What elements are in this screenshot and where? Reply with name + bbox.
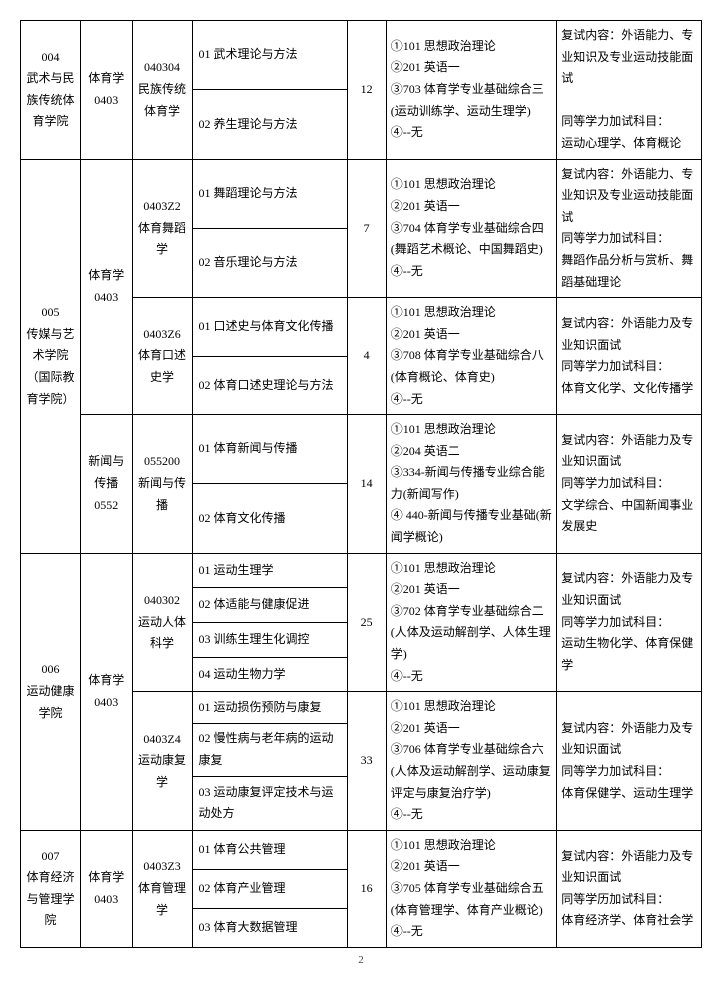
exam-cell: ①101 思想政治理论②201 英语一③705 体育学专业基础综合五(体育管理学… <box>386 830 557 947</box>
college-cell: 004武术与民族传统体育学院 <box>21 21 81 160</box>
category-cell: 体育学0403 <box>80 21 132 160</box>
major-cell: 055200新闻与传播 <box>132 415 192 554</box>
table-row: 005传媒与艺术学院（国际教育学院）体育学04030403Z2体育舞蹈学01 舞… <box>21 159 702 228</box>
direction-cell: 01 体育新闻与传播 <box>192 415 347 484</box>
exam-cell: ①101 思想政治理论②204 英语二③334-新闻与传播专业综合能力(新闻写作… <box>386 415 557 554</box>
notes-cell: 复试内容：外语能力及专业知识面试同等学力加试科目：体育保健学、运动生理学 <box>557 692 702 831</box>
table-row: 007体育经济与管理学院体育学04030403Z3体育管理学01 体育公共管理1… <box>21 830 702 869</box>
direction-cell: 01 体育公共管理 <box>192 830 347 869</box>
category-cell: 体育学0403 <box>80 830 132 947</box>
direction-cell: 02 体育口述史理论与方法 <box>192 356 347 414</box>
notes-cell: 复试内容：外语能力及专业知识面试同等学历加试科目：体育经济学、体育社会学 <box>557 830 702 947</box>
direction-cell: 02 体适能与健康促进 <box>192 588 347 623</box>
table-row: 006运动健康学院体育学0403040302运动人体科学01 运动生理学25①1… <box>21 553 702 588</box>
exam-cell: ①101 思想政治理论②201 英语一③706 体育学专业基础综合六(人体及运动… <box>386 692 557 831</box>
exam-cell: ①101 思想政治理论②201 英语一③703 体育学专业基础综合三(运动训练学… <box>386 21 557 160</box>
direction-cell: 01 舞蹈理论与方法 <box>192 159 347 228</box>
college-cell: 006运动健康学院 <box>21 553 81 830</box>
quota-cell: 14 <box>347 415 386 554</box>
category-cell: 体育学0403 <box>80 159 132 415</box>
direction-cell: 03 体育大数据管理 <box>192 908 347 947</box>
exam-cell: ①101 思想政治理论②201 英语一③704 体育学专业基础综合四(舞蹈艺术概… <box>386 159 557 298</box>
direction-cell: 02 养生理论与方法 <box>192 90 347 159</box>
quota-cell: 7 <box>347 159 386 298</box>
category-cell: 新闻与传播0552 <box>80 415 132 554</box>
direction-cell: 02 慢性病与老年病的运动康复 <box>192 723 347 777</box>
notes-cell: 复试内容：外语能力及专业知识面试同等学力加试科目：体育文化学、文化传播学 <box>557 298 702 415</box>
direction-cell: 02 体育文化传播 <box>192 484 347 553</box>
page-number: 2 <box>20 954 702 966</box>
major-cell: 040302运动人体科学 <box>132 553 192 692</box>
notes-cell: 复试内容：外语能力及专业知识面试同等学力加试科目：文学综合、中国新闻事业发展史 <box>557 415 702 554</box>
major-cell: 0403Z3体育管理学 <box>132 830 192 947</box>
direction-cell: 02 体育产业管理 <box>192 869 347 908</box>
exam-cell: ①101 思想政治理论②201 英语一③708 体育学专业基础综合八(体育概论、… <box>386 298 557 415</box>
notes-cell: 复试内容：外语能力及专业知识面试同等学力加试科目：运动生物化学、体育保健学 <box>557 553 702 692</box>
quota-cell: 16 <box>347 830 386 947</box>
major-cell: 0403Z4运动康复学 <box>132 692 192 831</box>
quota-cell: 25 <box>347 553 386 692</box>
direction-cell: 01 运动生理学 <box>192 553 347 588</box>
quota-cell: 33 <box>347 692 386 831</box>
direction-cell: 03 运动康复评定技术与运动处方 <box>192 777 347 831</box>
notes-cell: 复试内容：外语能力、专业知识及专业运动技能面试同等学力加试科目：舞蹈作品分析与赏… <box>557 159 702 298</box>
major-cell: 0403Z6体育口述史学 <box>132 298 192 415</box>
direction-cell: 01 口述史与体育文化传播 <box>192 298 347 356</box>
category-cell: 体育学0403 <box>80 553 132 830</box>
direction-cell: 01 武术理论与方法 <box>192 21 347 90</box>
direction-cell: 04 运动生物力学 <box>192 657 347 692</box>
direction-cell: 03 训练生理生化调控 <box>192 622 347 657</box>
major-cell: 040304民族传统体育学 <box>132 21 192 160</box>
program-table: 004武术与民族传统体育学院体育学0403040304民族传统体育学01 武术理… <box>20 20 702 948</box>
quota-cell: 4 <box>347 298 386 415</box>
direction-cell: 02 音乐理论与方法 <box>192 228 347 297</box>
quota-cell: 12 <box>347 21 386 160</box>
exam-cell: ①101 思想政治理论②201 英语一③702 体育学专业基础综合二(人体及运动… <box>386 553 557 692</box>
major-cell: 0403Z2体育舞蹈学 <box>132 159 192 298</box>
college-cell: 007体育经济与管理学院 <box>21 830 81 947</box>
table-row: 新闻与传播0552055200新闻与传播01 体育新闻与传播14①101 思想政… <box>21 415 702 484</box>
table-row: 004武术与民族传统体育学院体育学0403040304民族传统体育学01 武术理… <box>21 21 702 90</box>
notes-cell: 复试内容：外语能力、专业知识及专业运动技能面试同等学力加试科目：运动心理学、体育… <box>557 21 702 160</box>
direction-cell: 01 运动损伤预防与康复 <box>192 692 347 723</box>
college-cell: 005传媒与艺术学院（国际教育学院） <box>21 159 81 553</box>
